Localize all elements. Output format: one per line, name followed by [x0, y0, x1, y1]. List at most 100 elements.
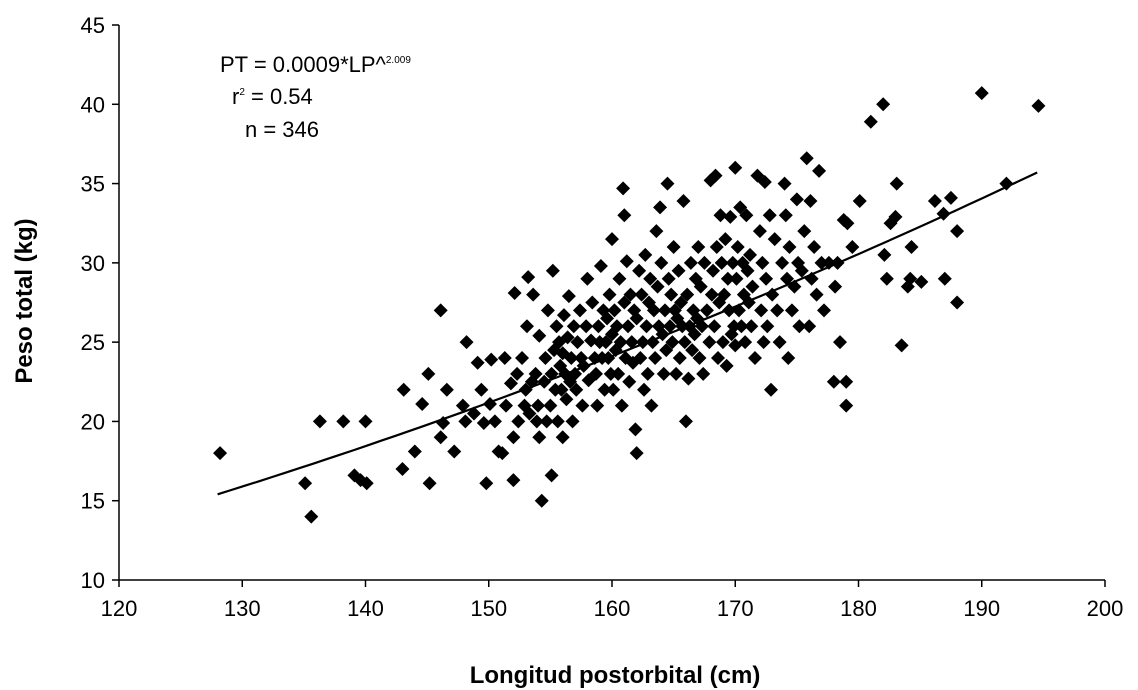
- data-point: [755, 255, 770, 270]
- data-point: [540, 303, 555, 318]
- data-point: [665, 335, 680, 350]
- data-point: [568, 366, 583, 381]
- data-point: [722, 303, 737, 318]
- data-point: [672, 351, 687, 365]
- data-point: [699, 303, 714, 318]
- data-point: [559, 392, 574, 407]
- data-point: [826, 374, 841, 389]
- data-point: [495, 446, 510, 461]
- data-point: [863, 114, 878, 129]
- data-point: [775, 255, 790, 270]
- data-point: [725, 255, 740, 270]
- data-point: [601, 351, 616, 365]
- y-tick-label: 45: [81, 13, 105, 38]
- data-point: [747, 351, 762, 365]
- data-point: [760, 319, 775, 334]
- data-point: [713, 208, 728, 223]
- data-point: [754, 303, 769, 318]
- data-point: [814, 255, 829, 270]
- data-point: [809, 287, 824, 302]
- data-point: [572, 303, 587, 318]
- data-point: [709, 240, 724, 254]
- data-point: [554, 382, 569, 397]
- data-point: [666, 240, 681, 254]
- data-point: [459, 335, 474, 350]
- data-point: [738, 335, 753, 350]
- data-point: [529, 414, 544, 429]
- data-point: [787, 279, 802, 294]
- data-point: [576, 358, 591, 373]
- data-point: [757, 174, 772, 189]
- data-point: [674, 295, 689, 310]
- data-point: [474, 382, 489, 397]
- data-point: [655, 327, 670, 342]
- data-point: [506, 473, 521, 488]
- data-point: [662, 319, 677, 334]
- data-point: [635, 335, 650, 350]
- data-point: [770, 303, 785, 318]
- data-point: [927, 194, 942, 209]
- data-point: [752, 224, 767, 239]
- data-point: [470, 355, 485, 370]
- data-point: [421, 366, 436, 381]
- data-point: [687, 327, 702, 342]
- data-point: [543, 398, 558, 413]
- y-tick-label: 40: [81, 92, 105, 117]
- x-axis-title: Longitud postorbital (cm): [470, 662, 761, 689]
- data-point: [521, 270, 536, 285]
- data-point: [506, 430, 521, 445]
- data-point: [914, 274, 929, 289]
- data-point: [718, 232, 733, 247]
- data-point: [661, 271, 676, 286]
- data-point: [526, 287, 541, 302]
- n-annotation: n = 346: [245, 117, 319, 142]
- data-point: [781, 351, 796, 365]
- data-point: [904, 240, 919, 254]
- data-point: [778, 208, 793, 223]
- data-point: [602, 287, 617, 302]
- data-point: [664, 287, 679, 302]
- data-point: [807, 240, 822, 254]
- data-point: [681, 371, 696, 386]
- data-point: [336, 414, 351, 429]
- data-point: [745, 279, 760, 294]
- data-point: [728, 160, 743, 175]
- data-point: [794, 263, 809, 278]
- data-point: [588, 366, 603, 381]
- data-point: [731, 303, 746, 318]
- x-tick-label: 200: [1087, 596, 1124, 621]
- data-point: [659, 343, 674, 358]
- data-point: [511, 414, 526, 429]
- data-point: [534, 493, 549, 508]
- data-point: [696, 366, 711, 381]
- data-point: [629, 311, 644, 326]
- data-point: [634, 287, 649, 302]
- data-point: [792, 319, 807, 334]
- data-point: [584, 333, 599, 348]
- x-tick-label: 160: [594, 596, 631, 621]
- data-point: [612, 271, 627, 286]
- data-point: [740, 263, 755, 278]
- data-point: [407, 444, 422, 459]
- data-point: [359, 476, 374, 491]
- data-point: [733, 200, 748, 215]
- data-point: [482, 396, 497, 411]
- x-tick-label: 140: [347, 596, 384, 621]
- data-point: [600, 311, 615, 326]
- data-point: [624, 335, 639, 350]
- data-point: [784, 303, 799, 318]
- data-point: [839, 398, 854, 413]
- data-point: [974, 86, 989, 101]
- data-point: [603, 366, 618, 381]
- data-point: [730, 240, 745, 254]
- data-point: [640, 366, 655, 381]
- data-point: [632, 263, 647, 278]
- data-point: [622, 374, 637, 389]
- data-point: [579, 319, 594, 334]
- data-point: [691, 240, 706, 254]
- x-tick-label: 120: [101, 596, 138, 621]
- data-point: [704, 287, 719, 302]
- data-point: [999, 176, 1014, 191]
- data-point: [580, 271, 595, 286]
